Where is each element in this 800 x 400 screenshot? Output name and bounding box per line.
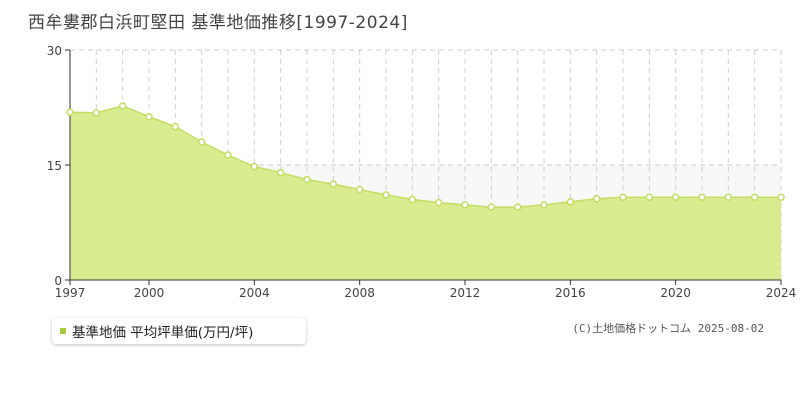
data-point: [118, 102, 127, 110]
x-tick-label: 2020: [660, 286, 691, 300]
x-tick-labels: 1997 2000 2004 2008 2012 2016 2020 2024: [55, 280, 797, 300]
data-point: [171, 122, 180, 131]
data-point: [434, 198, 443, 207]
data-point: [224, 151, 232, 159]
x-tick-label: 2008: [344, 286, 375, 300]
data-point: [92, 109, 101, 117]
data-point: [355, 185, 364, 194]
data-point: [698, 193, 706, 201]
legend: 基準地価 平均坪単価(万円/坪): [52, 318, 306, 344]
data-point: [566, 198, 575, 206]
data-point: [197, 138, 206, 146]
data-point: [645, 193, 654, 201]
data-point: [303, 175, 311, 184]
x-tick-label: 2000: [134, 286, 165, 300]
y-tick-labels: 0 15 30: [47, 44, 70, 288]
data-point: [382, 191, 390, 199]
data-points: [66, 102, 785, 211]
data-point: [276, 168, 285, 177]
chart-title: 西牟婁郡白浜町堅田 基準地価推移[1997-2024]: [28, 13, 408, 33]
legend-swatch: [60, 328, 66, 334]
data-point: [487, 203, 496, 211]
legend-label: 基準地価 平均坪単価(万円/坪): [72, 325, 254, 341]
x-tick-label: 1997: [55, 286, 86, 300]
data-point: [408, 195, 417, 204]
copyright: (C)土地価格ドットコム 2025-08-02: [572, 322, 764, 335]
x-tick-label: 2004: [239, 286, 270, 300]
data-point: [724, 193, 733, 201]
data-point: [671, 193, 680, 201]
data-point: [329, 180, 338, 188]
data-point: [145, 112, 153, 121]
area-fill: [70, 105, 781, 280]
data-point: [777, 193, 785, 201]
data-point: [619, 193, 627, 201]
data-point: [592, 194, 601, 203]
x-tick-label: 2024: [766, 286, 797, 300]
data-point: [750, 193, 759, 201]
x-tick-label: 2016: [555, 286, 586, 300]
data-point: [250, 162, 259, 171]
data-point: [66, 108, 74, 116]
y-tick-label: 0: [54, 274, 62, 288]
y-tick-label: 15: [47, 159, 62, 173]
series-line: [69, 105, 781, 208]
data-point: [461, 201, 469, 209]
data-point: [513, 203, 522, 211]
y-tick-label: 30: [47, 44, 62, 58]
data-point: [540, 201, 548, 209]
x-tick-label: 2012: [450, 286, 481, 300]
area-series: [69, 105, 781, 280]
